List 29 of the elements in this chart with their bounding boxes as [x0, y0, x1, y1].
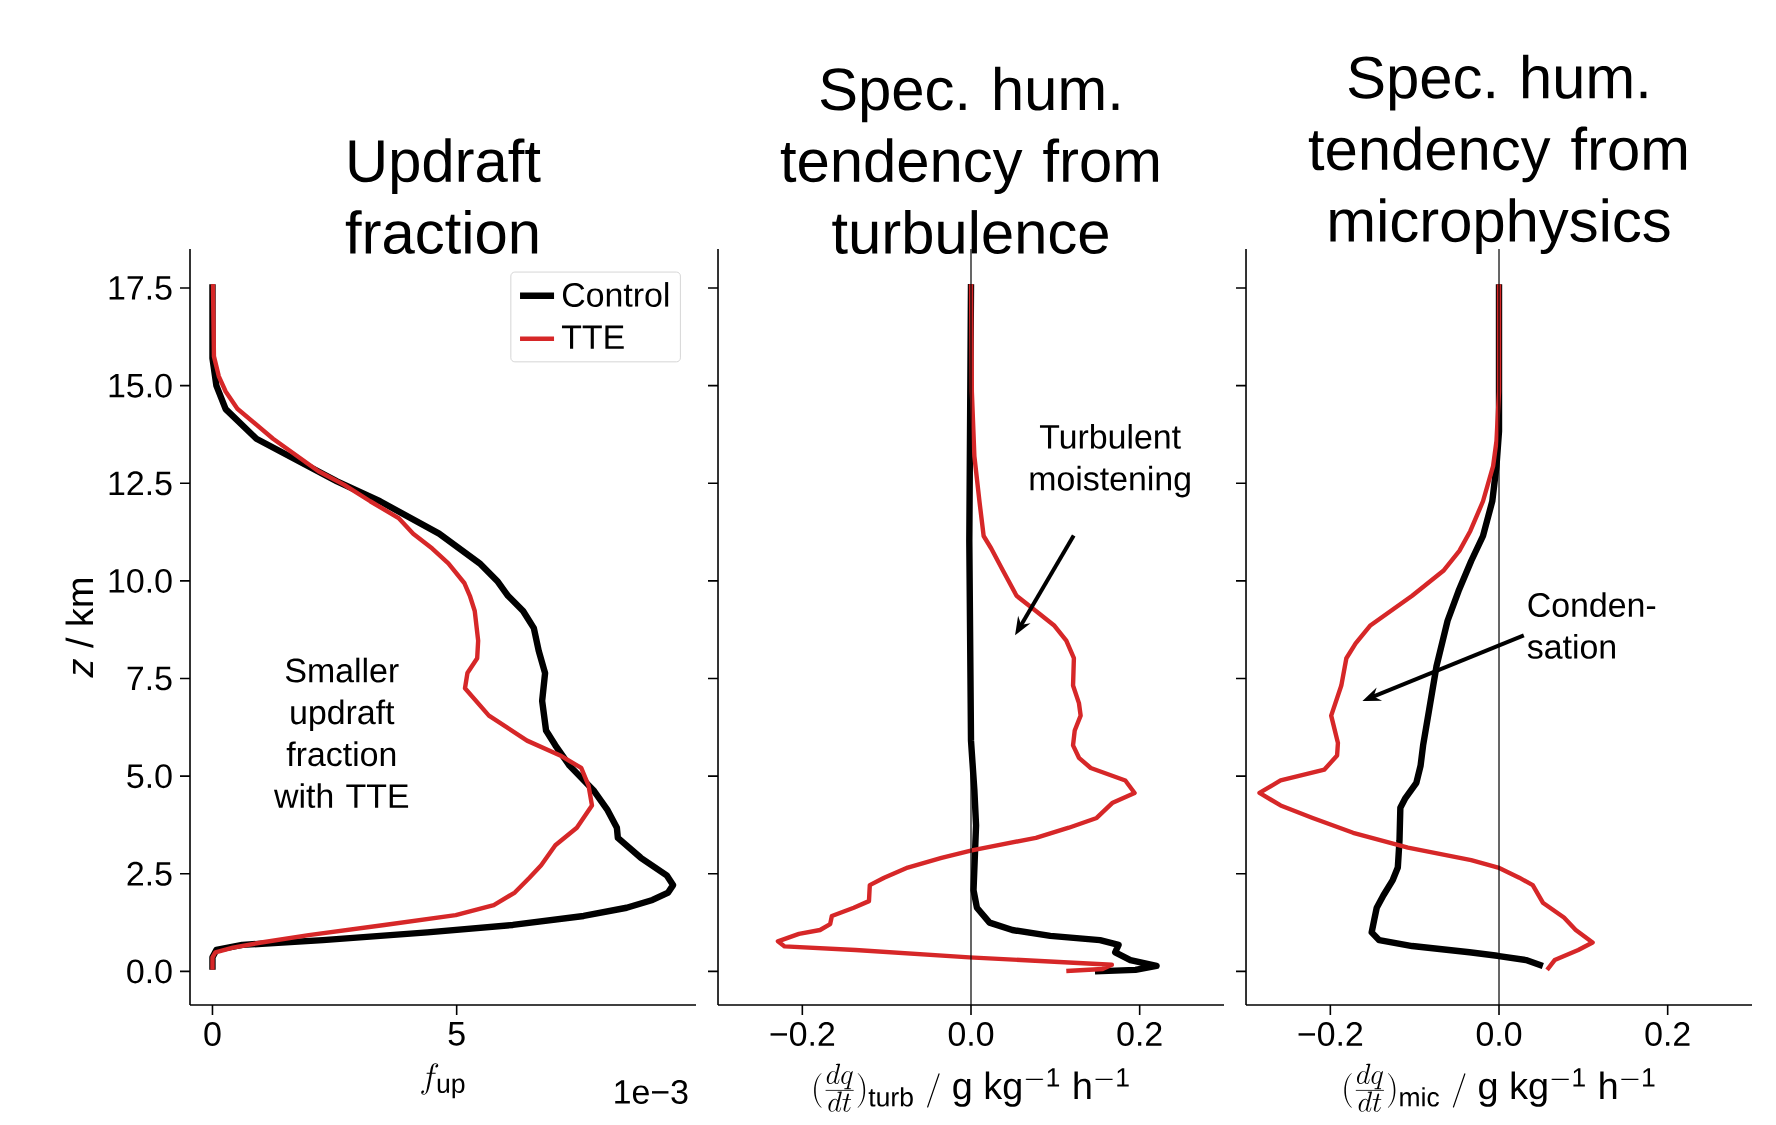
chart-title: Spec. hum. tendency from microphysics [1308, 54, 1687, 254]
y-tick-label: 15.0 [109, 373, 172, 398]
x-tick-label: 5 [448, 1022, 465, 1046]
x-tick-label: 0.2 [1645, 1022, 1690, 1047]
y-tick-label: 5.0 [127, 764, 172, 789]
y-tick-label: 12.5 [109, 471, 172, 496]
annotation: Smaller updraft fraction with TTE [273, 657, 409, 808]
y-tick-label: 7.5 [127, 666, 172, 691]
x-tick-label: 0.0 [948, 1022, 994, 1047]
x-tick-label: 0.0 [1476, 1022, 1522, 1047]
x-tick-label: −0.2 [1298, 1022, 1363, 1047]
chart-title: Updraft fraction [345, 138, 541, 255]
y-tick-label: 0.0 [127, 959, 172, 984]
x-axis-title: $(\frac{dq}{dt})_{\mathrm{turb}}\ /\ \mathrm{g\ kg^{-1}\ h^{-1}}$ [814, 1063, 1129, 1112]
y-tick-label: 17.5 [109, 276, 172, 300]
text: 1e−3 [615, 1079, 688, 1104]
legend-label: Control [562, 282, 669, 307]
annotation: Turbulent moistening [1030, 423, 1190, 498]
y-axis-title: z / km [65, 579, 94, 678]
x-axis-title: $f_{\mathrm{up}}$ [421, 1063, 465, 1099]
x-axis-title: $(\frac{dq}{dt})_{\mathrm{mic}}\ /\ \mathrm{g\ kg^{-1}\ h^{-1}}$ [1344, 1063, 1655, 1112]
y-tick-label: 10.0 [109, 568, 172, 593]
legend-label: TTE [561, 325, 624, 349]
chart-title: Spec. hum. tendency from turbulence [780, 66, 1159, 255]
x-tick-label: −0.2 [770, 1022, 835, 1047]
y-tick-label: 2.5 [127, 861, 172, 886]
annotation: Conden-sation [1527, 592, 1656, 659]
x-tick-label: 0.2 [1117, 1022, 1162, 1047]
x-tick-label: 0 [204, 1022, 221, 1047]
